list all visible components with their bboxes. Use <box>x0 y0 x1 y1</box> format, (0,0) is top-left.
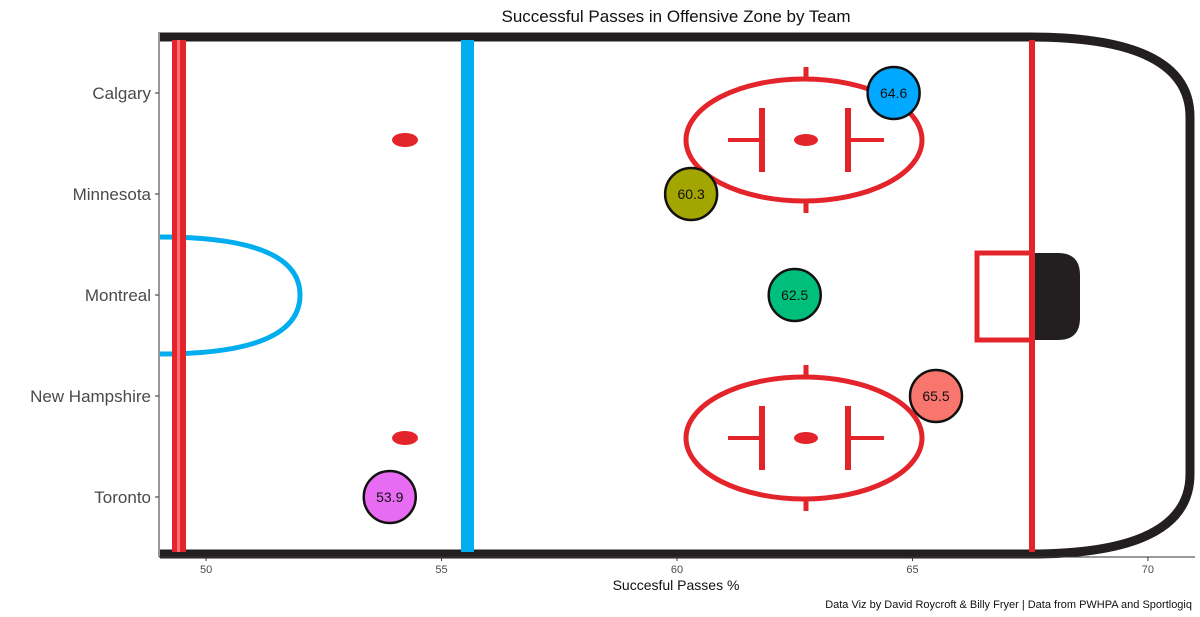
data-label: 64.6 <box>880 85 907 101</box>
data-point <box>767 267 822 323</box>
y-tick-label: Calgary <box>92 84 151 103</box>
rink-background <box>159 32 1195 559</box>
data-label: 62.5 <box>781 287 808 303</box>
goal-net <box>1035 253 1080 340</box>
center-red-line-stripe <box>177 40 180 552</box>
blue-line <box>461 40 474 552</box>
x-axis-label: Succesful Passes % <box>613 577 740 593</box>
data-point <box>908 368 964 424</box>
faceoff-circle-bottom <box>683 365 925 511</box>
data-label: 65.5 <box>922 388 949 404</box>
caption: Data Viz by David Roycroft & Billy Fryer… <box>825 599 1192 611</box>
y-axis: Calgary Minnesota Montreal New Hampshire Tor… <box>30 84 159 507</box>
x-axis: 50 55 60 65 70 <box>200 557 1154 576</box>
neutral-zone-dot <box>392 431 418 445</box>
goal-crease <box>974 250 1035 343</box>
x-tick-label: 50 <box>200 564 212 576</box>
data-point <box>866 65 921 121</box>
chart-title: Successful Passes in Offensive Zone by T… <box>502 7 851 26</box>
neutral-zone-circle <box>159 234 303 357</box>
x-tick-label: 55 <box>435 564 447 576</box>
data-label: 53.9 <box>376 489 403 505</box>
y-tick-label: Minnesota <box>73 185 152 204</box>
data-label: 60.3 <box>678 186 705 202</box>
rink-boards <box>160 32 1195 559</box>
x-tick-label: 65 <box>906 564 918 576</box>
neutral-zone-dot <box>392 133 418 147</box>
data-points: 64.6 60.3 62.5 65.5 53.9 <box>362 65 964 525</box>
faceoff-circle-top <box>683 67 925 213</box>
y-tick-label: New Hampshire <box>30 387 151 406</box>
y-tick-label: Toronto <box>94 488 151 507</box>
data-point <box>362 469 417 525</box>
x-tick-label: 70 <box>1142 564 1154 576</box>
y-tick-label: Montreal <box>85 286 151 305</box>
data-point <box>663 166 719 222</box>
x-tick-label: 60 <box>671 564 683 576</box>
